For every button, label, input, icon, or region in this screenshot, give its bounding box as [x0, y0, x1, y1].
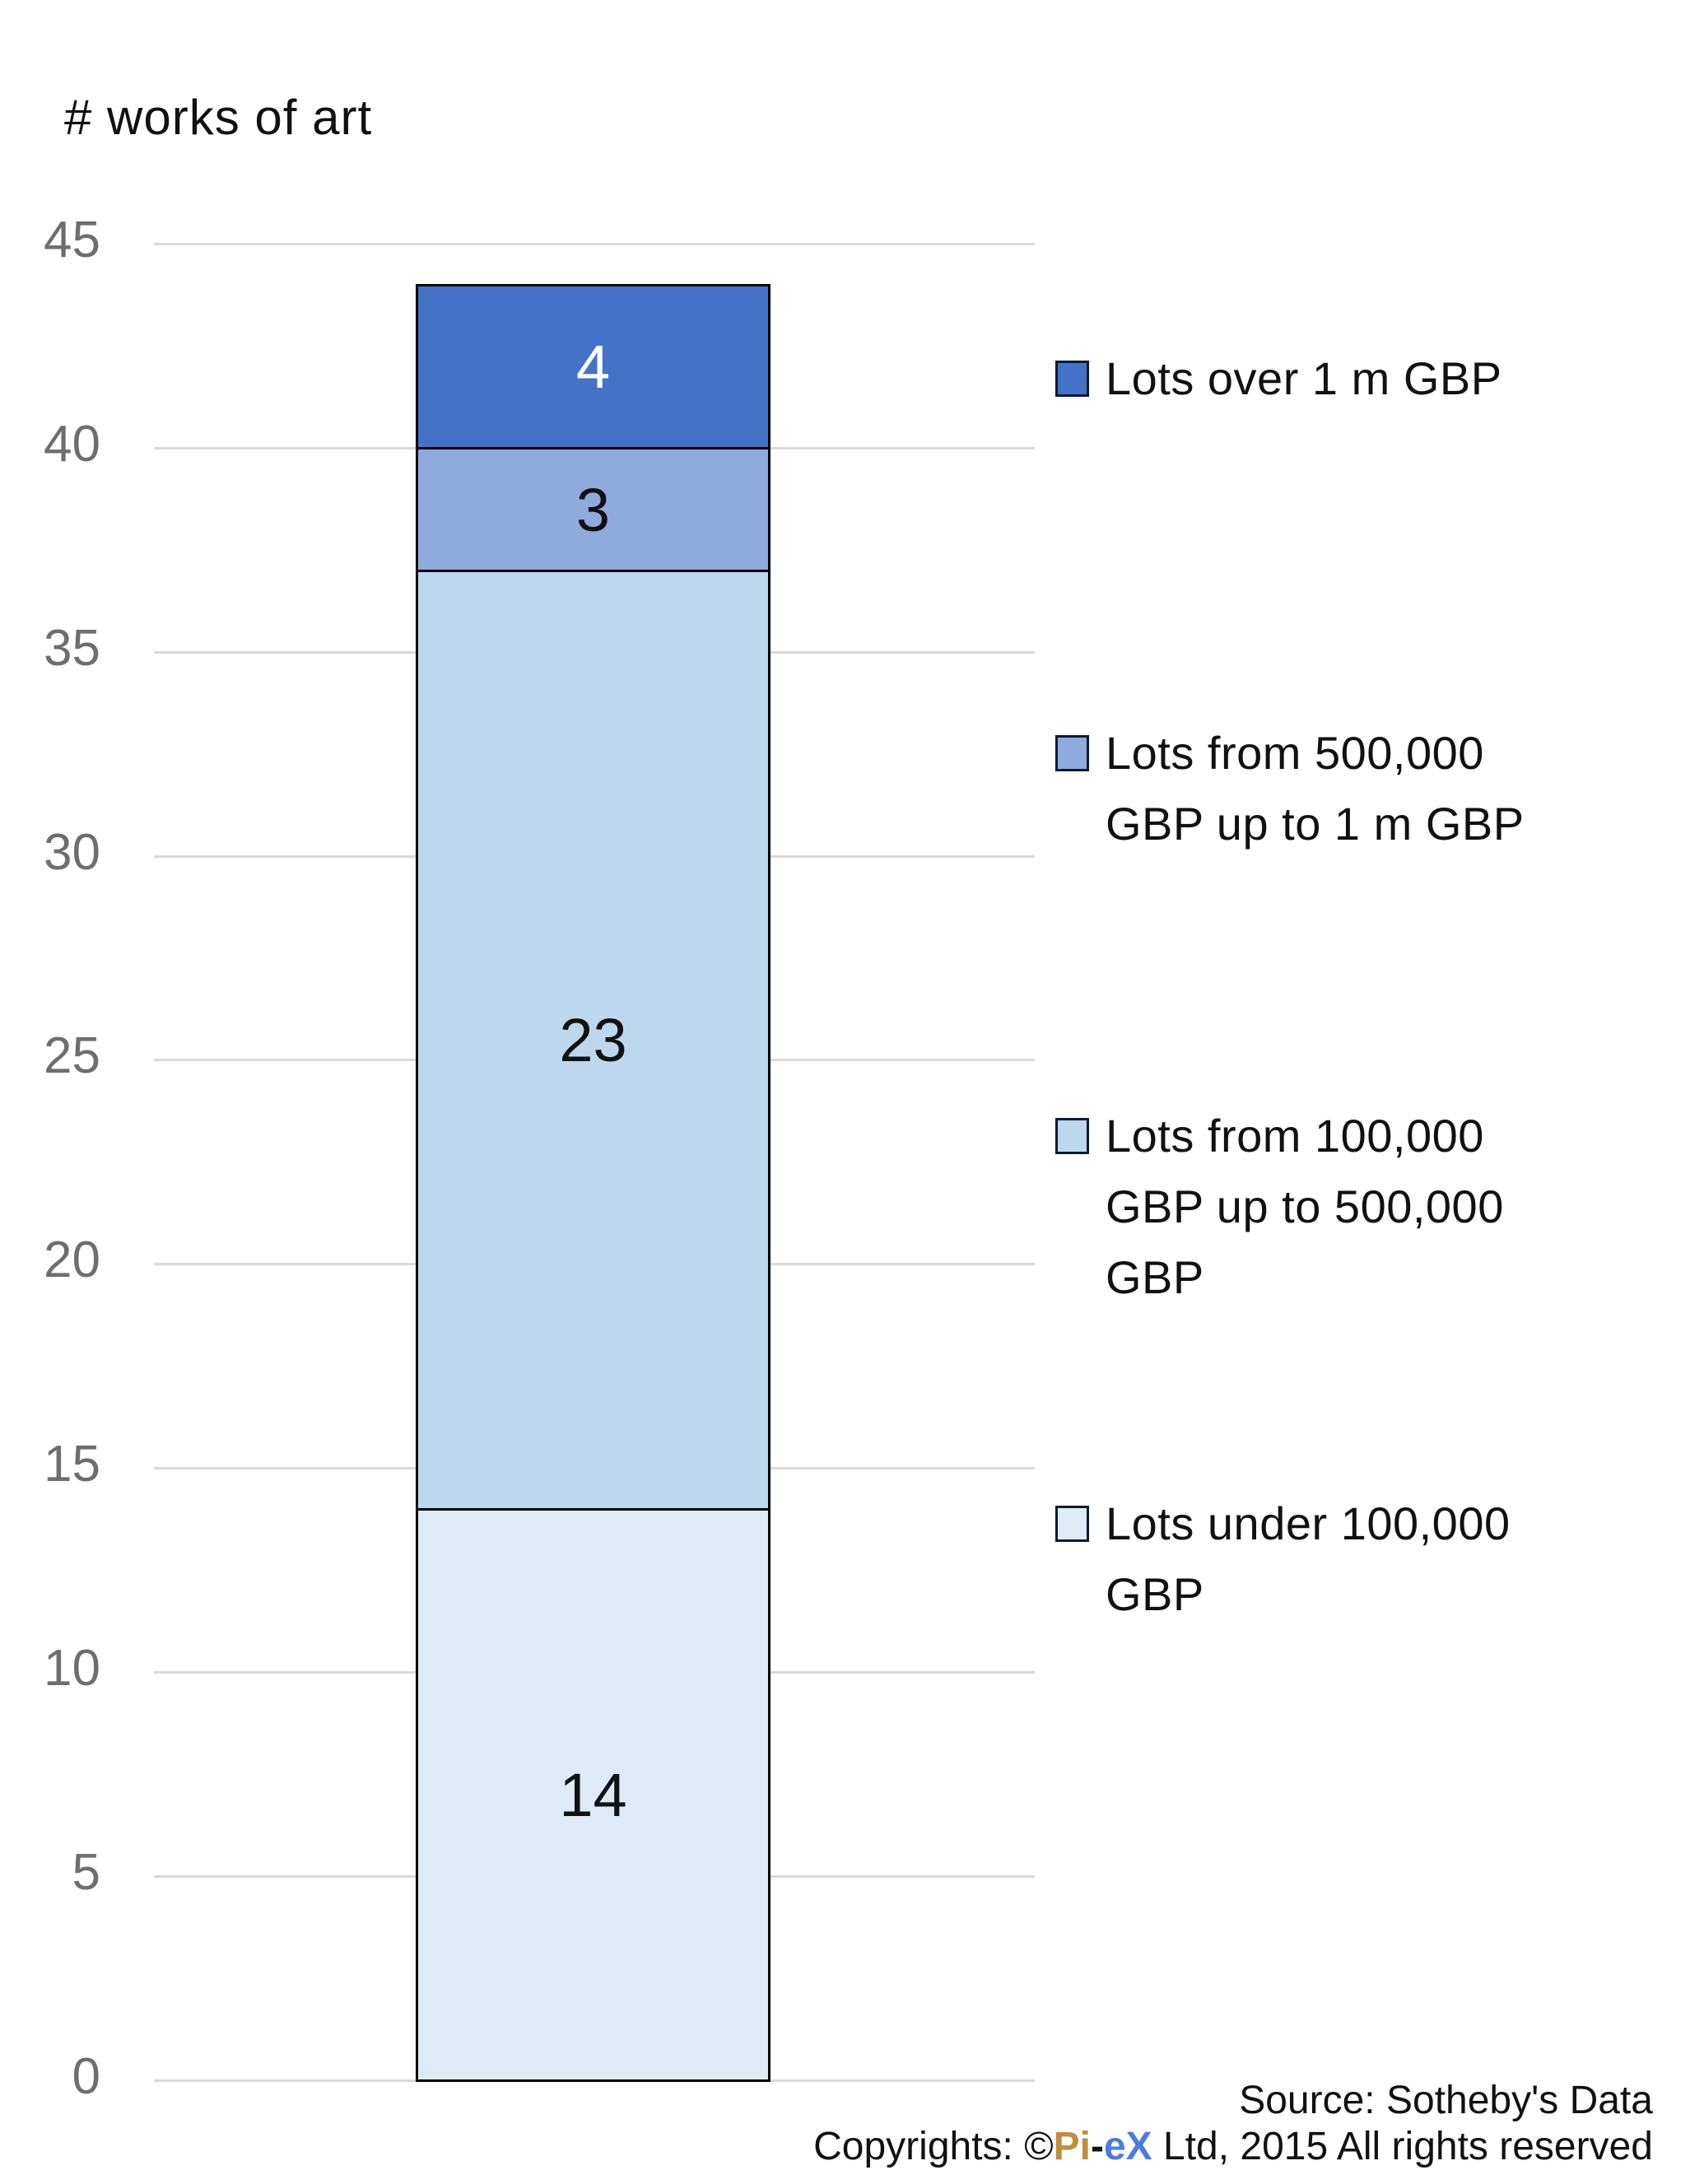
y-tick-label: 20: [44, 1232, 100, 1288]
bar-value-label: 4: [575, 333, 611, 401]
legend-label: Lots under 100,000 GBP: [1106, 1488, 1511, 1630]
legend-label-line: GBP: [1106, 1251, 1204, 1303]
bar-value-label: 3: [575, 475, 611, 544]
legend-label-line: Lots over 1 m GBP: [1106, 352, 1502, 404]
y-tick-label: 15: [44, 1436, 100, 1492]
y-tick-label: 10: [44, 1640, 100, 1697]
y-tick-label: 45: [44, 212, 100, 268]
legend-swatch: [1055, 361, 1089, 397]
copyright-prefix: Copyrights: ©: [813, 2125, 1054, 2168]
y-tick-label: 30: [44, 824, 100, 881]
legend-swatch: [1055, 735, 1089, 771]
legend-item-100k-to-500k: Lots from 100,000 GBP up to 500,000 GBP: [1055, 1101, 1504, 1313]
legend-label-line: Lots from 100,000: [1106, 1110, 1484, 1162]
y-tick-label: 5: [72, 1844, 100, 1901]
copyright-suffix: Ltd, 2015 All rights reserved: [1152, 2125, 1653, 2168]
copyright-note: Copyrights: ©Pi-eX Ltd, 2015 All rights …: [813, 2124, 1653, 2170]
y-tick-label: 35: [44, 620, 100, 677]
legend-label: Lots from 500,000 GBP up to 1 m GBP: [1106, 718, 1525, 859]
chart-title: # works of art: [64, 90, 373, 145]
brand-pi: Pi: [1053, 2125, 1091, 2168]
legend-label-line: GBP: [1106, 1568, 1204, 1620]
bar-value-label: 23: [559, 1006, 627, 1074]
legend-swatch: [1055, 1118, 1089, 1154]
y-tick-label: 40: [44, 416, 100, 473]
bar-segment-lots-over-1m: 4: [416, 284, 771, 449]
legend-label-line: Lots from 500,000: [1106, 727, 1484, 779]
bar-segment-500k-to-1m: 3: [416, 447, 771, 572]
legend-item-500k-to-1m: Lots from 500,000 GBP up to 1 m GBP: [1055, 718, 1525, 859]
legend-label-line: GBP up to 500,000: [1106, 1180, 1504, 1232]
legend-label: Lots from 100,000 GBP up to 500,000 GBP: [1106, 1101, 1504, 1313]
y-tick-label: 25: [44, 1027, 100, 1084]
bar-value-label: 14: [559, 1761, 627, 1829]
legend-label-line: GBP up to 1 m GBP: [1106, 798, 1525, 850]
bar-segment-under-100k: 14: [416, 1508, 771, 2082]
source-note: Source: Sotheby's Data: [1239, 2079, 1653, 2122]
brand-ex: eX: [1103, 2125, 1152, 2168]
bar-segment-100k-to-500k: 23: [416, 570, 771, 1511]
legend-item-under-100k: Lots under 100,000 GBP: [1055, 1488, 1511, 1630]
legend-swatch: [1055, 1506, 1089, 1542]
legend-label-line: Lots under 100,000: [1106, 1497, 1511, 1549]
brand-dash: -: [1090, 2125, 1104, 2168]
legend-item-lots-over-1m: Lots over 1 m GBP: [1055, 343, 1502, 414]
gridline-45: [154, 243, 1035, 245]
legend-label: Lots over 1 m GBP: [1106, 343, 1502, 414]
y-tick-label: 0: [72, 2048, 100, 2105]
